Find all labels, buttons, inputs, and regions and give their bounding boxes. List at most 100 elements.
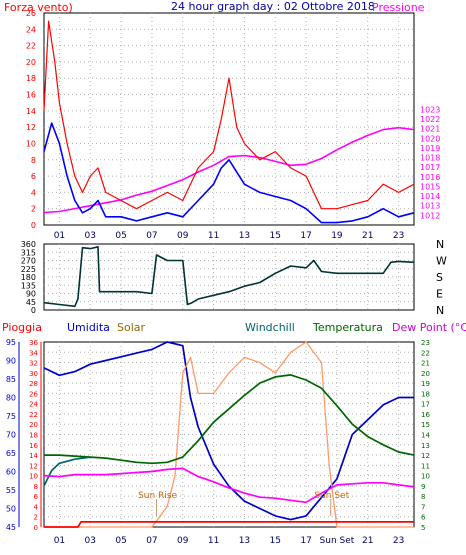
series-line-pressione bbox=[43, 126, 415, 214]
y-tick-label-rain: 8 bbox=[34, 483, 38, 491]
compass-label: E bbox=[436, 288, 443, 301]
y-tick-label-rain: 4 bbox=[34, 503, 39, 511]
y-tick-label-right: 1021 bbox=[420, 125, 440, 134]
x-tick-label: Sun Set bbox=[320, 536, 355, 546]
y-tick-label-direction: 90 bbox=[26, 290, 36, 299]
y-tick-label-rain: 28 bbox=[29, 380, 38, 388]
x-tick-label: 21 bbox=[362, 231, 373, 241]
x-tick-label: 01 bbox=[54, 231, 65, 241]
y-tick-label-right: 1023 bbox=[420, 105, 440, 114]
x-tick-label: 07 bbox=[146, 536, 157, 546]
y-tick-label-temp: 8 bbox=[421, 493, 425, 501]
y-tick-label-humidity: 70 bbox=[6, 431, 16, 440]
y-tick-label-temp: 18 bbox=[421, 390, 430, 398]
y-tick-label-right: 1020 bbox=[420, 134, 440, 143]
y-tick-label-rain: 32 bbox=[29, 360, 38, 368]
annotation-label: Sun Set bbox=[314, 491, 349, 501]
y-tick-label-temp: 12 bbox=[421, 452, 430, 460]
x-tick-label: 23 bbox=[393, 536, 404, 546]
y-tick-label-direction: 360 bbox=[21, 240, 36, 249]
y-tick-label-rain: 14 bbox=[29, 452, 38, 460]
y-tick-label-humidity: 95 bbox=[6, 338, 16, 347]
legend-umidita: Umidita bbox=[67, 321, 110, 334]
x-tick-label: 15 bbox=[270, 536, 281, 546]
y-tick-label-temp: 10 bbox=[421, 473, 430, 481]
y-tick-label-rain: 22 bbox=[29, 411, 38, 419]
x-tick-label: 17 bbox=[300, 231, 311, 241]
y-tick-label-temp: 16 bbox=[421, 411, 430, 419]
y-tick-label-humidity: 50 bbox=[6, 505, 16, 514]
y-tick-label-right: 1017 bbox=[420, 163, 440, 172]
series-line-vento-medio bbox=[43, 122, 415, 224]
y-tick-label-rain: 20 bbox=[29, 421, 38, 429]
x-tick-label: 11 bbox=[208, 536, 219, 546]
y-tick-label-left: 22 bbox=[26, 42, 36, 51]
series-line-wind-direction bbox=[43, 246, 415, 308]
y-tick-label-left: 0 bbox=[31, 221, 36, 230]
y-tick-label-right: 1012 bbox=[420, 211, 440, 220]
y-tick-label-rain: 0 bbox=[34, 524, 38, 532]
x-tick-label: 05 bbox=[115, 536, 126, 546]
y-tick-label-rain: 24 bbox=[29, 401, 38, 409]
y-tick-label-right: 1014 bbox=[420, 192, 440, 201]
x-tick-label: 05 bbox=[115, 231, 126, 241]
y-tick-label-humidity: 80 bbox=[6, 394, 16, 403]
y-tick-label-left: 2 bbox=[31, 205, 36, 214]
y-tick-label-direction: 225 bbox=[21, 265, 36, 274]
y-tick-label-temp: 7 bbox=[421, 503, 425, 511]
x-tick-label: 19 bbox=[331, 231, 343, 241]
y-tick-label-temp: 15 bbox=[421, 421, 430, 429]
x-tick-label: 09 bbox=[177, 231, 189, 241]
y-tick-label-left: 26 bbox=[26, 9, 36, 18]
y-tick-label-temp: 14 bbox=[421, 432, 430, 440]
y-tick-label-rain: 12 bbox=[29, 462, 38, 470]
y-tick-label-rain: 36 bbox=[29, 339, 38, 347]
y-tick-label-right: 1018 bbox=[420, 154, 440, 163]
y-tick-label-right: 1019 bbox=[420, 144, 440, 153]
y-tick-label-rain: 6 bbox=[34, 493, 39, 501]
y-tick-label-direction: 270 bbox=[21, 257, 36, 266]
y-tick-label-left: 14 bbox=[26, 107, 36, 116]
series-line-solar bbox=[44, 341, 414, 528]
y-tick-label-left: 18 bbox=[26, 74, 36, 83]
y-tick-label-humidity: 90 bbox=[6, 357, 16, 366]
x-tick-label: 09 bbox=[177, 536, 189, 546]
x-tick-label: 03 bbox=[85, 536, 96, 546]
y-tick-label-direction: 45 bbox=[26, 298, 36, 307]
y-tick-label-rain: 16 bbox=[29, 442, 38, 450]
y-tick-label-temp: 22 bbox=[421, 349, 430, 357]
legend-solar: Solar bbox=[117, 321, 146, 334]
y-tick-label-rain: 18 bbox=[29, 432, 38, 440]
y-tick-label-direction: 180 bbox=[21, 273, 36, 282]
y-tick-label-right: 1022 bbox=[420, 115, 440, 124]
y-tick-label-left: 20 bbox=[26, 58, 36, 67]
compass-label: S bbox=[436, 271, 443, 284]
y-tick-label-rain: 2 bbox=[34, 514, 38, 522]
wind-axis-title: Forza vento) bbox=[4, 1, 73, 14]
x-tick-label: 15 bbox=[270, 231, 281, 241]
y-tick-label-humidity: 60 bbox=[6, 468, 16, 477]
y-tick-label-direction: 315 bbox=[21, 248, 36, 257]
series-line-temperatura bbox=[44, 374, 415, 465]
x-tick-label: 03 bbox=[85, 231, 96, 241]
x-tick-label: 17 bbox=[300, 536, 311, 546]
y-tick-label-temp: 23 bbox=[421, 339, 430, 347]
y-tick-label-left: 24 bbox=[26, 25, 36, 34]
y-tick-label-left: 12 bbox=[26, 123, 36, 132]
y-tick-label-rain: 26 bbox=[29, 390, 38, 398]
legend-windchill: Windchill bbox=[245, 321, 295, 334]
x-tick-label: 13 bbox=[239, 536, 250, 546]
y-tick-label-right: 1013 bbox=[420, 202, 440, 211]
y-tick-label-humidity: 55 bbox=[6, 486, 16, 495]
y-tick-label-humidity: 75 bbox=[6, 412, 16, 421]
series-line-dew-point bbox=[43, 467, 415, 504]
x-tick-label: 13 bbox=[239, 231, 250, 241]
x-tick-label: 23 bbox=[393, 231, 404, 241]
y-tick-label-temp: 21 bbox=[421, 360, 430, 368]
y-tick-label-temp: 5 bbox=[421, 524, 425, 532]
y-tick-label-rain: 34 bbox=[29, 349, 38, 357]
compass-label: N bbox=[436, 238, 444, 251]
y-tick-label-humidity: 45 bbox=[6, 523, 16, 532]
y-tick-label-left: 10 bbox=[26, 139, 36, 148]
